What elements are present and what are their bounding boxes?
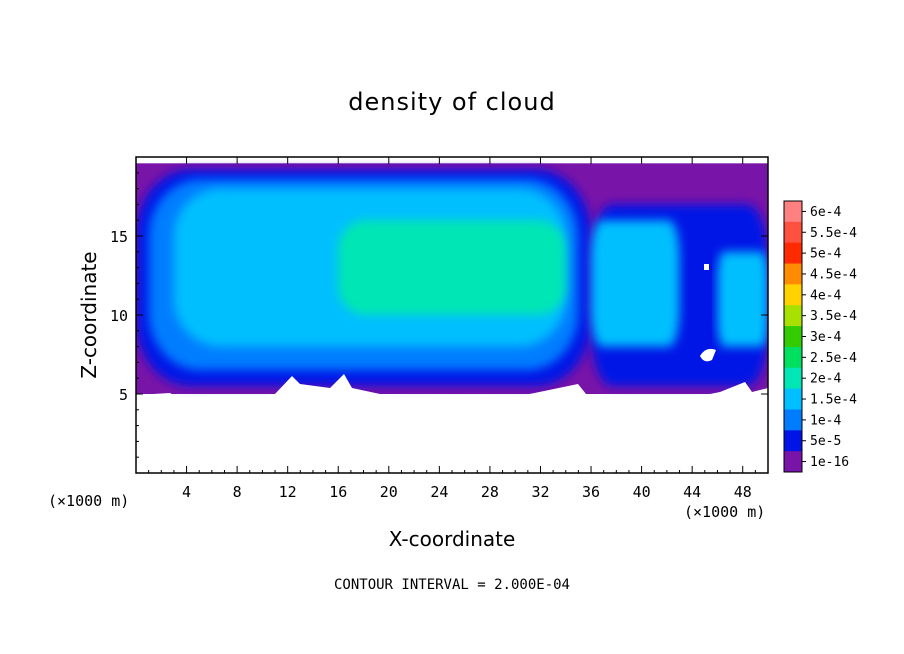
x-tick-label: 12: [279, 483, 297, 501]
colorbar-swatch: [784, 451, 802, 473]
colorbar-swatch: [784, 263, 802, 285]
y-tick-label: 15: [110, 228, 128, 246]
colorbar-label: 3.5e-4: [810, 309, 857, 324]
field-region-cloud-peak: [338, 220, 566, 315]
ground-mask: [136, 264, 768, 473]
x-tick-label: 28: [481, 483, 499, 501]
x-unit-label-right: (×1000 m): [684, 503, 765, 521]
colorbar-swatch: [784, 346, 802, 369]
colorbar-swatch: [784, 388, 802, 410]
colorbar-label: 6e-4: [810, 205, 841, 220]
colorbar-label: 5.5e-4: [810, 226, 857, 241]
x-axis: 4 8 12 16 20 24 28 32 36 40 44 48: [148, 157, 756, 501]
y-tick-label: 5: [119, 386, 128, 404]
colorbar-swatch: [784, 305, 802, 327]
plot-area: [136, 157, 768, 473]
y-axis-title: Z-coordinate: [77, 251, 101, 378]
x-unit-label-left: (×1000 m): [48, 492, 129, 510]
colorbar-label: 1e-4: [810, 413, 841, 428]
y-tick-label: 10: [110, 307, 128, 325]
colorbar-swatch: [784, 409, 802, 431]
x-axis-title: X-coordinate: [389, 527, 516, 551]
colorbar-swatch: [784, 430, 802, 452]
x-tick-label: 40: [633, 483, 651, 501]
colorbar-swatch: [784, 221, 802, 244]
contour-interval-note: CONTOUR INTERVAL = 2.000E-04: [333, 577, 570, 593]
y-axis: 5 10 15: [110, 172, 768, 458]
colorbar-legend: 6e-4 5.5e-4 5e-4 4.5e-4 4e-4 3.5e-4 3e-4 2.5e-4…: [783, 200, 857, 473]
field-region-east-cell: [591, 220, 680, 347]
x-tick-label: 44: [683, 483, 701, 501]
colorbar-swatch: [784, 326, 802, 348]
field-region-far-east-cell: [717, 251, 768, 347]
colorbar-frame: [783, 200, 803, 473]
colorbar-swatch: [784, 367, 802, 390]
colorbar-label: 1e-16: [810, 455, 849, 470]
chart-title: density of cloud: [348, 88, 556, 116]
x-tick-label: 32: [531, 483, 549, 501]
colorbar-swatch: [784, 201, 802, 223]
x-tick-label: 8: [233, 483, 242, 501]
x-tick-label: 16: [329, 483, 347, 501]
density-field: [136, 163, 768, 394]
colorbar-swatch: [784, 242, 802, 265]
colorbar-label: 2e-4: [810, 372, 841, 387]
colorbar-label: 3e-4: [810, 330, 841, 345]
x-tick-label: 48: [734, 483, 752, 501]
x-tick-label: 24: [430, 483, 448, 501]
x-tick-label: 36: [582, 483, 600, 501]
colorbar-label: 5e-5: [810, 434, 841, 449]
x-tick-label: 20: [380, 483, 398, 501]
colorbar-swatch: [784, 284, 802, 306]
colorbar-label: 1.5e-4: [810, 393, 857, 408]
colorbar-label: 5e-4: [810, 247, 841, 262]
colorbar-label: 2.5e-4: [810, 351, 857, 366]
colorbar-label: 4e-4: [810, 288, 841, 303]
x-tick-label: 4: [182, 483, 191, 501]
colorbar-label: 4.5e-4: [810, 267, 857, 282]
